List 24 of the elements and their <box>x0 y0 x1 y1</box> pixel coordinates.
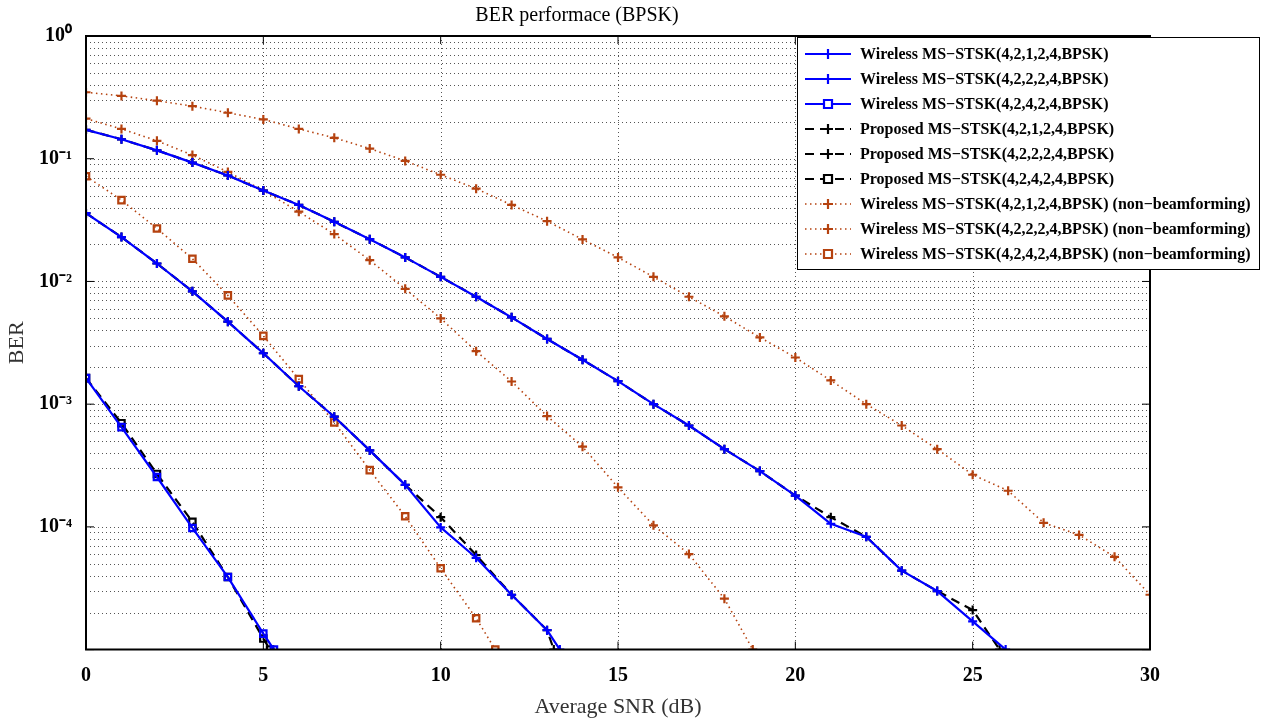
x-tick-label: 0 <box>81 662 91 685</box>
x-tick-label: 5 <box>258 662 269 685</box>
chart-title: BER performace (BPSK) <box>475 3 679 27</box>
x-tick-label: 25 <box>962 662 983 685</box>
legend-label: Proposed MS−STSK(4,2,1,2,4,BPSK) <box>860 119 1115 138</box>
legend-label: Wireless MS−STSK(4,2,1,2,4,BPSK) (non−beamforming) <box>860 194 1251 213</box>
y-tick-label: 10⁰ <box>45 23 72 46</box>
legend-label: Proposed MS−STSK(4,2,2,2,4,BPSK) <box>860 144 1115 163</box>
legend-label: Wireless MS−STSK(4,2,2,2,4,BPSK) (non−beamforming) <box>860 219 1251 238</box>
y-tick-label: 10⁻³ <box>39 391 72 414</box>
legend-label: Wireless MS−STSK(4,2,4,2,4,BPSK) (non−beamforming) <box>860 244 1251 263</box>
legend-label: Wireless MS−STSK(4,2,2,2,4,BPSK) <box>860 69 1109 88</box>
x-tick-label: 30 <box>1140 662 1160 685</box>
y-tick-label: 10⁻¹ <box>39 145 72 168</box>
y-tick-label: 10⁻² <box>39 268 72 291</box>
x-axis-title: Average SNR (dB) <box>534 692 702 718</box>
x-tick-label: 15 <box>608 662 628 685</box>
legend-label: Wireless MS−STSK(4,2,4,2,4,BPSK) <box>860 94 1109 113</box>
x-tick-label: 20 <box>785 662 806 685</box>
x-tick-label: 10 <box>430 662 451 685</box>
legend-label: Proposed MS−STSK(4,2,4,2,4,BPSK) <box>860 169 1115 188</box>
y-axis-title: BER <box>2 321 28 365</box>
y-tick-label: 10⁻⁴ <box>39 514 72 537</box>
legend-label: Wireless MS−STSK(4,2,1,2,4,BPSK) <box>860 44 1109 63</box>
